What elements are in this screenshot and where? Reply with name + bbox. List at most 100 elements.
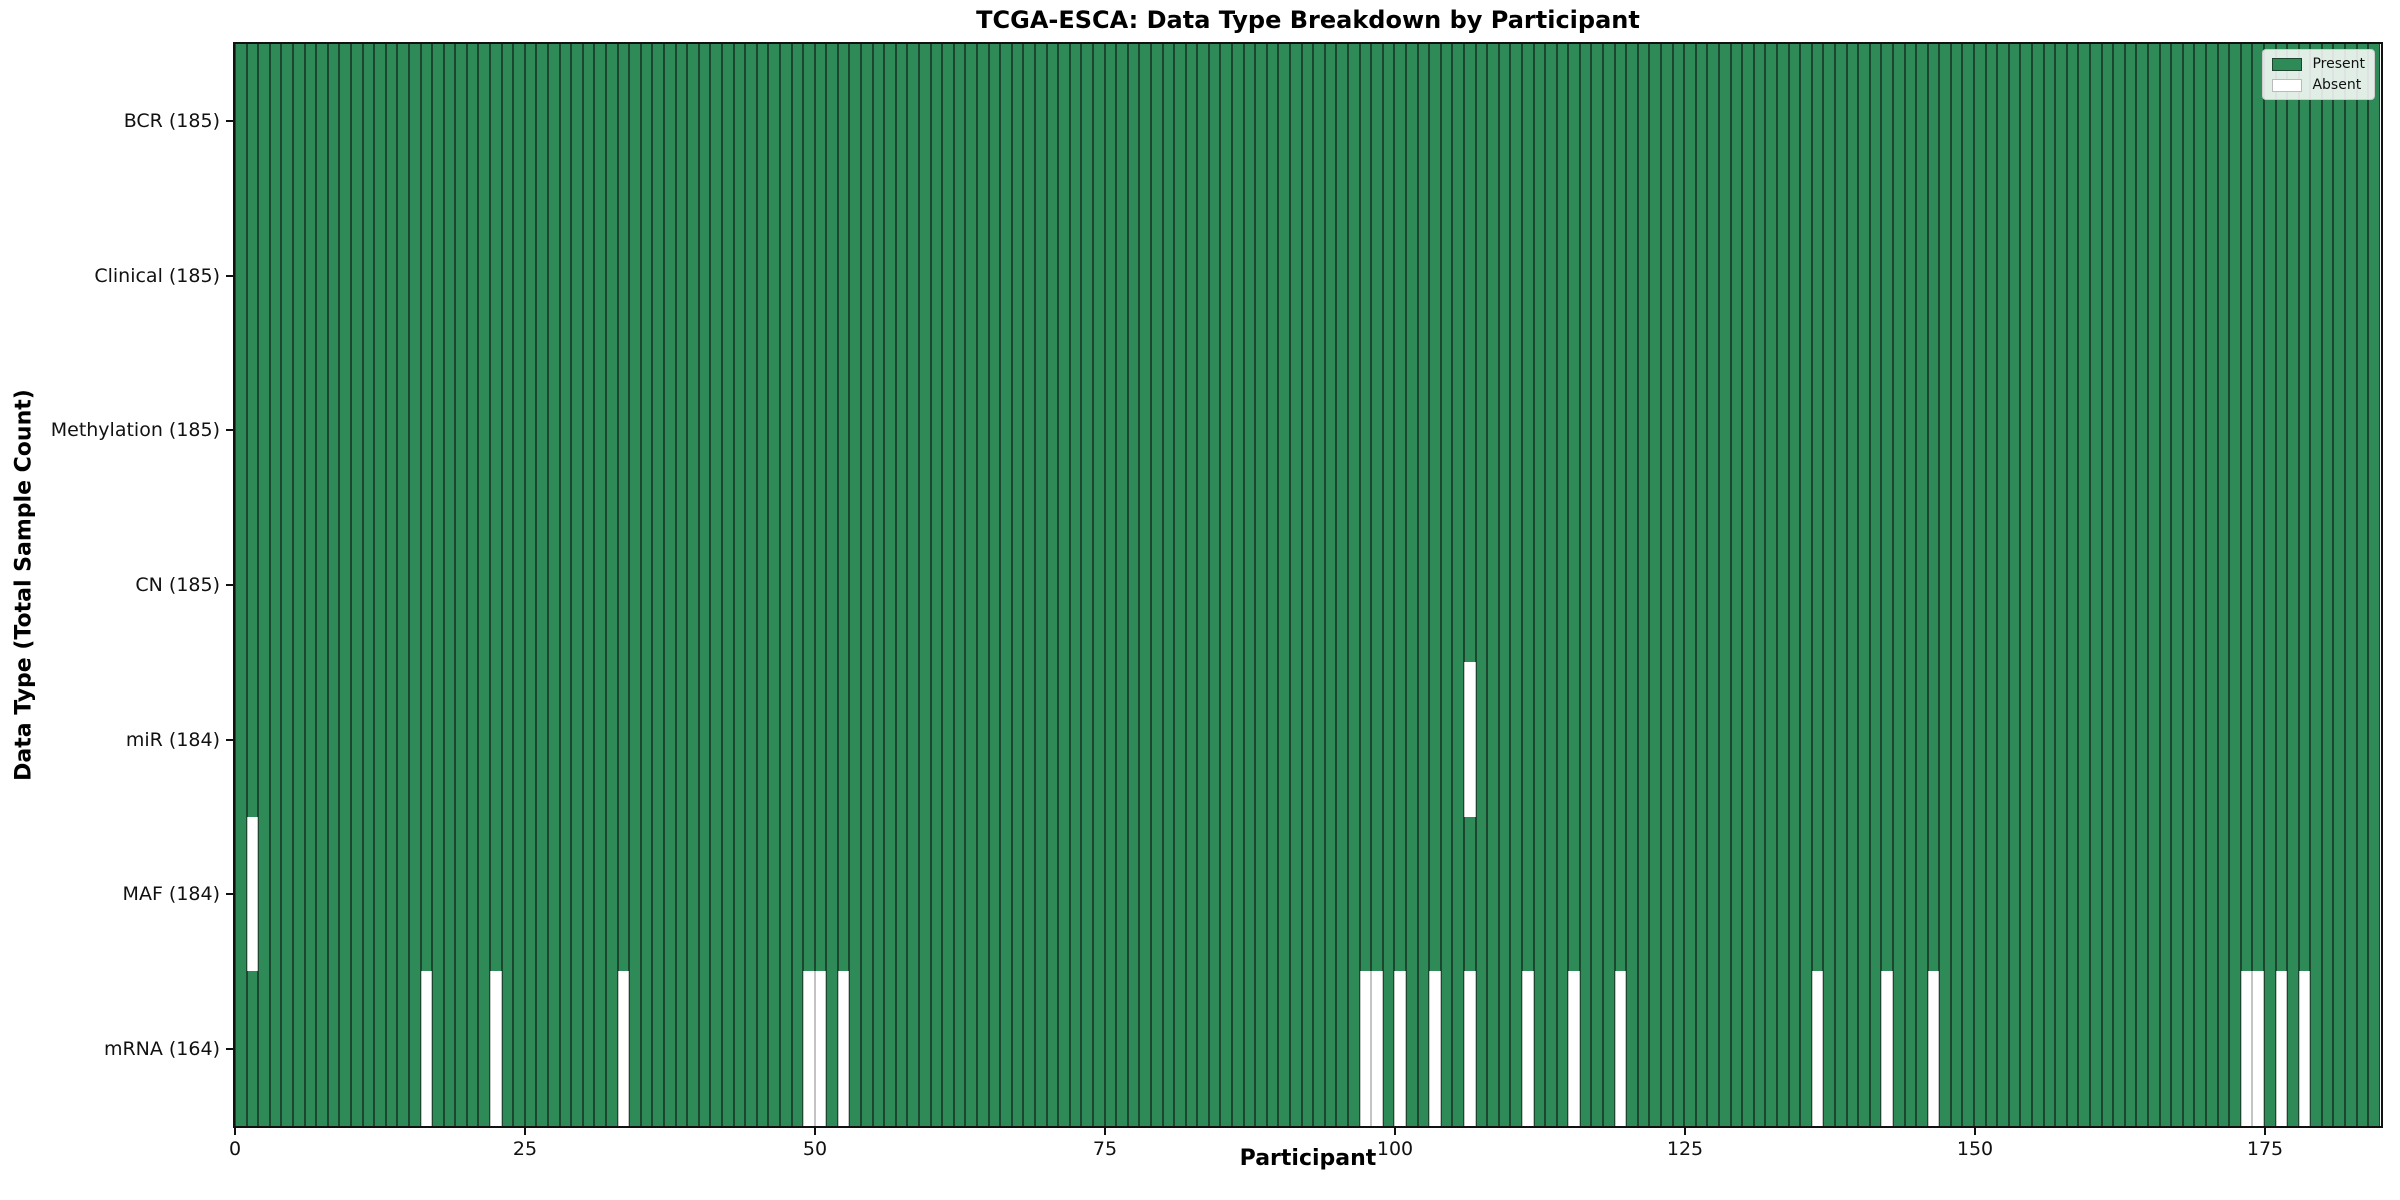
present-cell [397,353,409,508]
present-cell [1255,507,1267,663]
present-cell [640,507,653,663]
present-cell [1765,662,1777,817]
present-cell [1313,198,1325,354]
present-cell [1011,198,1024,354]
present-cell [2171,507,2183,663]
present-cell [629,971,641,1127]
present-cell [1371,198,1383,354]
present-cell [559,44,572,199]
present-cell [930,353,943,508]
present-cell [1266,353,1279,508]
x-tick-mark [1394,1126,1396,1135]
present-cell [2124,507,2137,663]
present-cell [258,507,270,663]
present-cell [1916,507,1928,663]
present-cell [1846,971,1859,1127]
present-cell [536,971,549,1127]
present-cell [2147,44,2160,199]
present-cell [2124,971,2137,1127]
present-cell [1452,816,1464,972]
present-cell [2066,353,2079,508]
present-cell [629,44,641,199]
present-cell [1417,662,1430,817]
present-cell [1348,198,1360,354]
present-cell [942,816,954,972]
present-cell [1197,44,1209,199]
present-cell [1359,353,1372,508]
present-cell [2263,198,2276,354]
present-cell [548,971,560,1127]
present-cell [1011,971,1024,1127]
present-cell [327,662,340,817]
present-cell [1545,971,1557,1127]
present-cell [1487,198,1499,354]
present-cell [2229,44,2241,199]
present-cell [1939,507,1951,663]
present-cell [559,971,572,1127]
present-cell [617,662,630,817]
present-cell [397,198,409,354]
present-cell [1487,507,1499,663]
present-cell [1916,816,1928,972]
present-cell [1359,816,1372,972]
present-cell [1695,816,1708,972]
heatmap-row-mRNA [235,971,2381,1127]
present-cell [1614,816,1627,972]
present-cell [2090,507,2102,663]
present-cell [1545,507,1557,663]
present-cell [1568,662,1580,817]
present-cell [1162,353,1175,508]
present-cell [1000,971,1012,1127]
present-cell [2194,662,2206,817]
y-tick-mark [226,274,235,277]
present-cell [2113,816,2125,972]
present-cell [1776,662,1789,817]
present-cell [316,662,328,817]
present-cell [1811,198,1824,354]
present-cell [1139,662,1151,817]
present-cell [1719,44,1731,199]
present-cell [1742,971,1754,1127]
present-cell [466,816,479,972]
present-cell [2171,816,2183,972]
present-cell [687,198,699,354]
present-cell [652,44,664,199]
present-cell [1997,507,2009,663]
present-cell [2368,198,2380,354]
present-cell [826,507,838,663]
present-cell [629,353,641,508]
present-cell [1243,507,1256,663]
absent-cell [2252,971,2264,1127]
present-cell [1684,198,1696,354]
present-cell [1463,44,1476,199]
present-cell [803,816,815,972]
present-cell [884,44,896,199]
present-cell [768,353,780,508]
present-cell [1834,198,1847,354]
present-cell [1753,971,1766,1127]
present-cell [1348,816,1360,972]
present-cell [408,507,421,663]
present-cell [1243,44,1256,199]
present-cell [235,816,247,972]
present-cell [1011,353,1024,508]
present-cell [478,816,491,972]
present-cell [1162,44,1175,199]
present-cell [1858,816,1870,972]
present-cell [1904,198,1917,354]
present-cell [663,971,676,1127]
present-cell [826,198,838,354]
present-cell [1348,353,1360,508]
present-cell [1800,507,1812,663]
present-cell [1684,971,1696,1127]
present-cell [2124,44,2137,199]
present-cell [2182,507,2195,663]
present-cell [1962,353,1975,508]
present-cell [432,353,444,508]
present-cell [2078,353,2090,508]
present-cell [2333,198,2346,354]
present-cell [1150,662,1163,817]
present-cell [733,662,746,817]
present-cell [524,507,537,663]
present-cell [350,353,363,508]
